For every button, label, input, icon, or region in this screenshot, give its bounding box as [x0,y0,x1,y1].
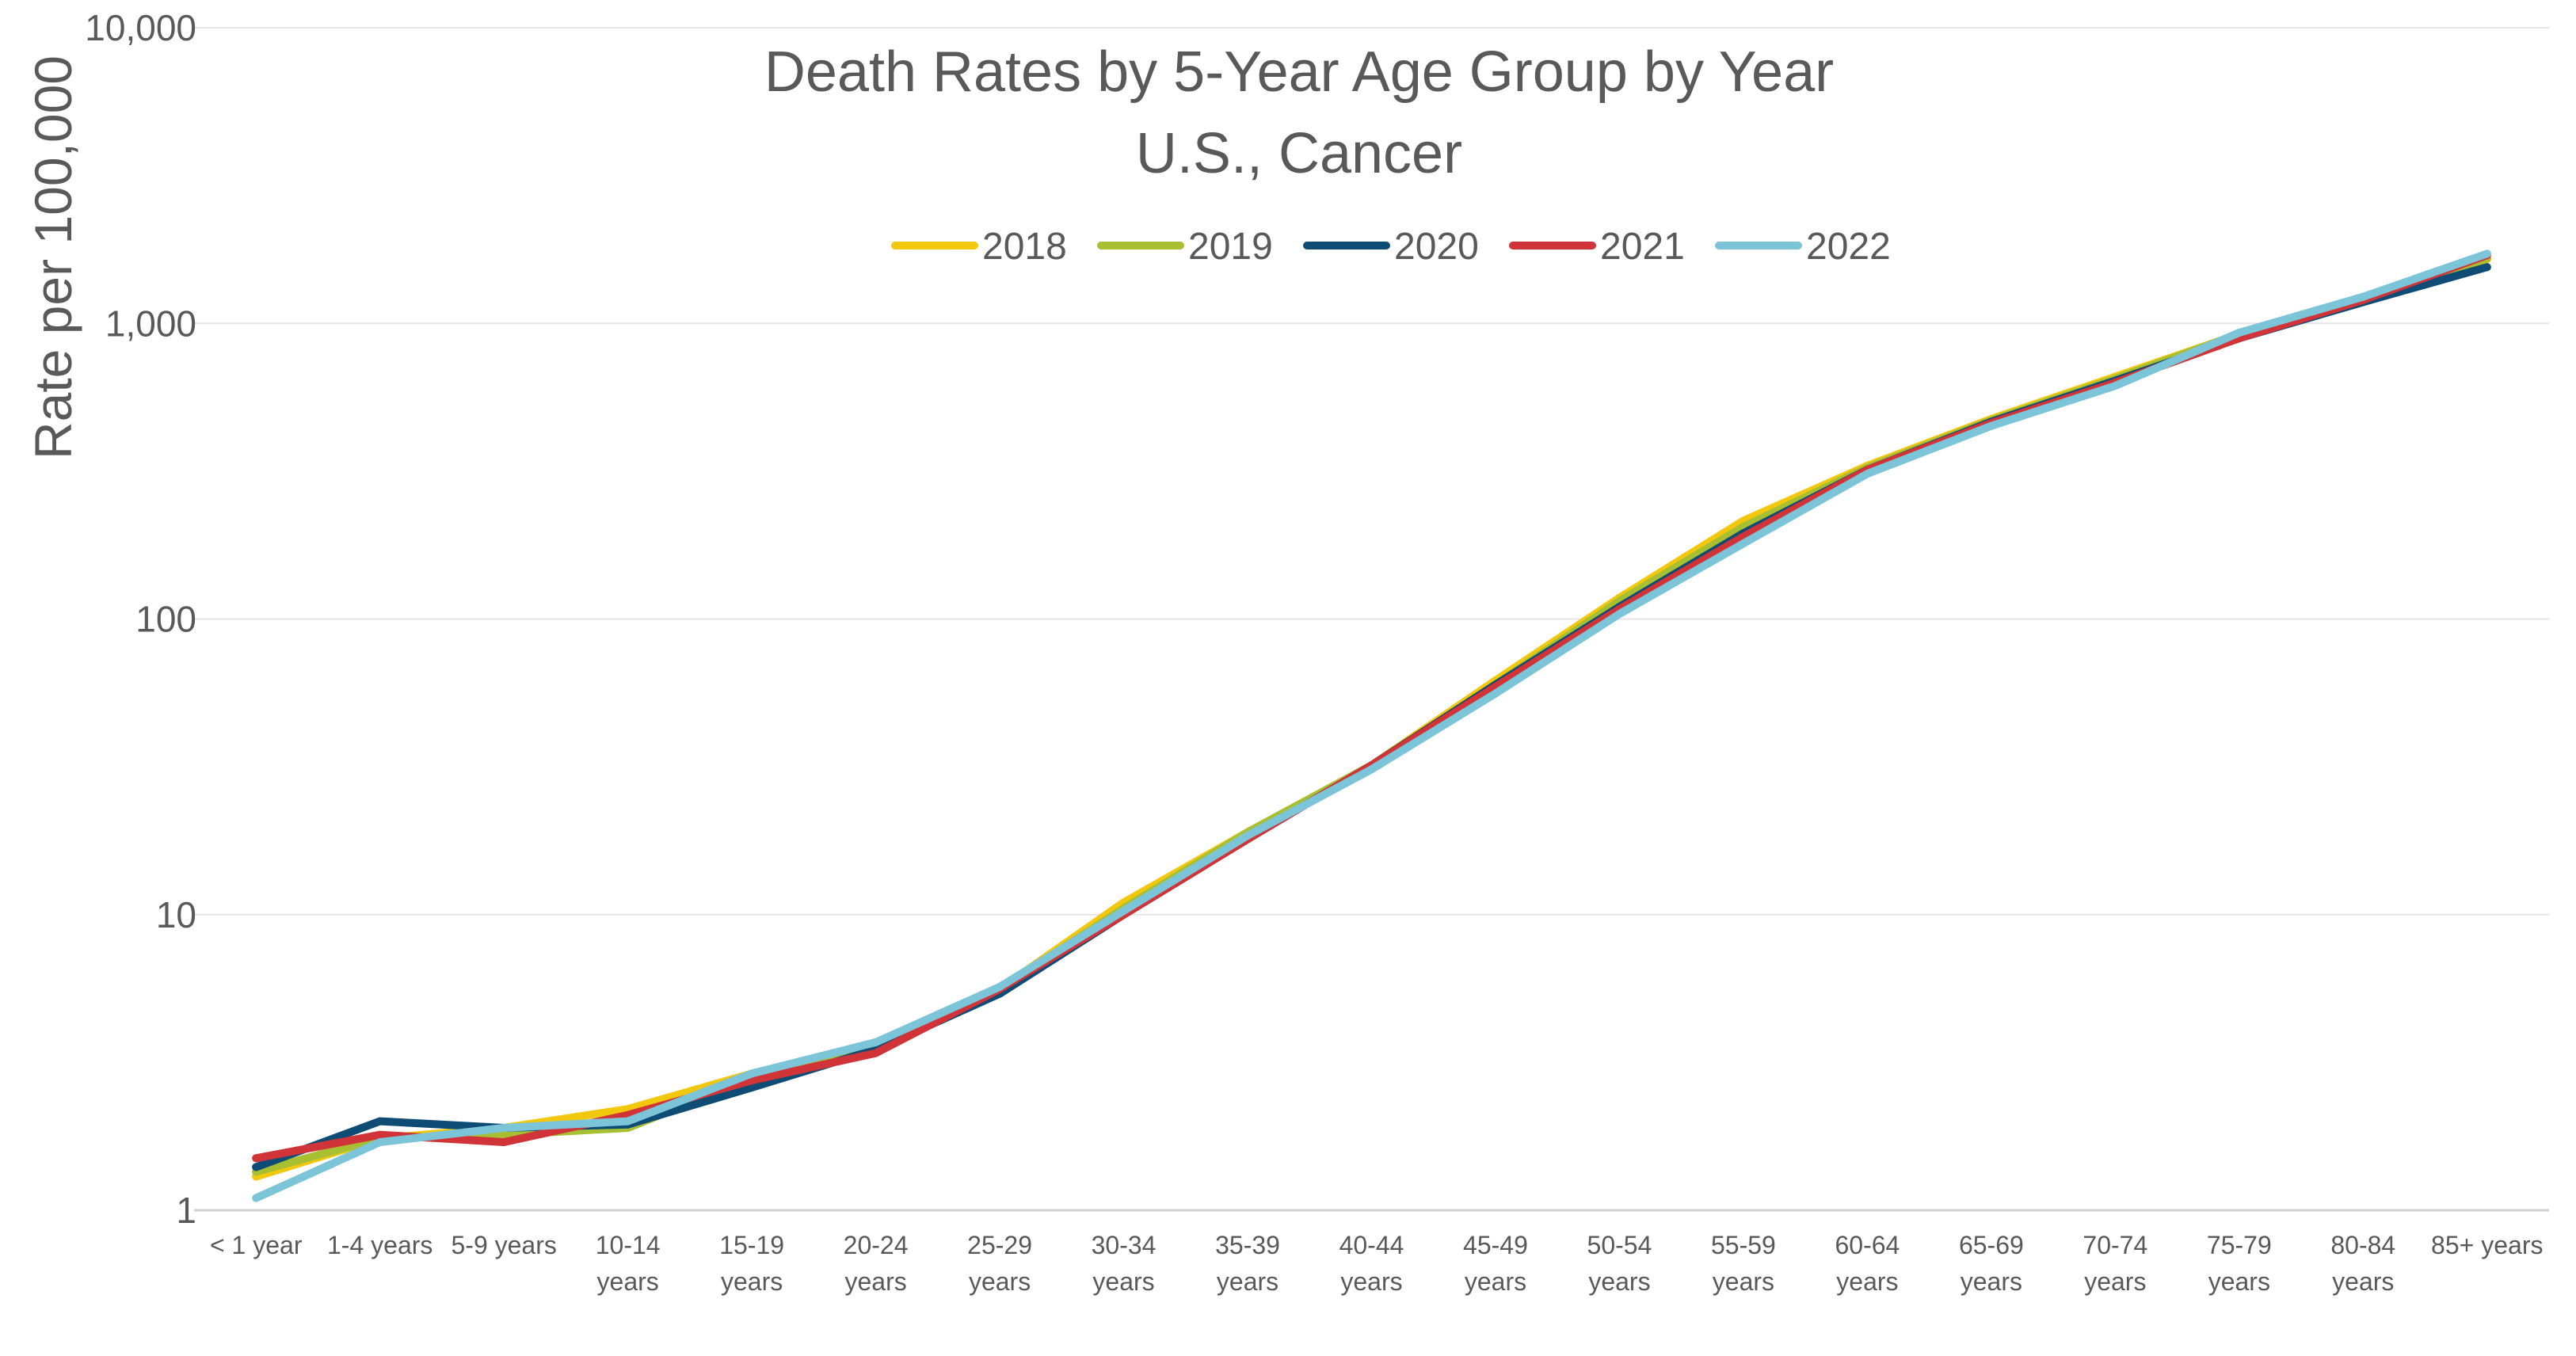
y-tick-label: 10 [156,894,196,935]
data-point-2022 [1739,539,1747,548]
x-tick-label: 10-14 years [596,1231,661,1296]
data-point-2022 [1244,832,1252,840]
x-tick-label: 85+ years [2431,1231,2543,1259]
data-point-2022 [748,1069,756,1078]
y-tick-label: 1,000 [105,303,196,344]
x-tick-label: 1-4 years [327,1231,433,1259]
data-point-2022 [1987,421,1995,430]
data-point-2019 [500,1130,509,1139]
data-point-2022 [2235,329,2243,337]
data-point-2022 [2483,249,2491,258]
data-point-2021 [871,1049,880,1057]
x-tick-label: 35-39 years [1215,1231,1280,1296]
x-tick-label: 65-69 years [1959,1231,2024,1296]
x-tick-label: 60-64 years [1835,1231,1900,1296]
y-axis-label: Rate per 100,000 [24,55,82,459]
x-tick-label: 70-74 years [2083,1231,2147,1296]
gridlines [194,27,2549,1212]
data-point-2022 [1491,689,1499,698]
legend-label: 2021 [1600,226,1685,268]
x-tick-label: 75-79 years [2207,1231,2272,1296]
data-point-2022 [500,1123,509,1132]
data-point-2021 [500,1137,509,1146]
data-point-2020 [375,1117,384,1126]
data-point-2022 [623,1117,632,1126]
y-axis-ticks: 1 10 100 1,000 10,000 [85,7,196,1231]
x-tick-label: 25-29 years [967,1231,1032,1296]
x-tick-label: < 1 year [210,1231,303,1259]
x-tick-label: 15-19 years [719,1231,784,1296]
series-line-2020 [252,263,2491,1171]
series-line-2021 [252,251,2491,1163]
series-line-2022 [252,249,2491,1202]
data-point-2020 [2483,263,2491,272]
data-point-2022 [1119,906,1128,915]
data-point-2022 [2111,382,2120,390]
data-point-2022 [375,1137,384,1146]
legend-item-2020: 2020 [1303,226,1479,268]
legend-item-2019: 2019 [1097,226,1273,268]
data-point-2022 [252,1194,261,1202]
data-point-2022 [871,1038,880,1046]
legend-item-2022: 2022 [1715,226,1891,268]
legend-label: 2022 [1806,226,1891,268]
x-tick-label: 50-54 years [1587,1231,1652,1296]
y-tick-label: 1 [176,1190,196,1231]
series-line-2019 [252,254,2491,1176]
legend-item-2018: 2018 [891,226,1067,268]
x-tick-label: 30-34 years [1092,1231,1157,1296]
chart-subtitle: U.S., Cancer [1136,122,1462,185]
y-tick-label: 10,000 [85,7,196,48]
x-tick-label: 55-59 years [1711,1231,1776,1296]
data-point-2022 [1863,470,1872,478]
data-point-2021 [252,1154,261,1163]
y-tick-label: 100 [135,599,196,640]
x-tick-label: 80-84 years [2330,1231,2395,1296]
chart-title: Death Rates by 5-Year Age Group by Year [764,40,1834,104]
data-point-2022 [2359,292,2368,301]
data-point-2020 [748,1084,756,1092]
legend: 2018 2019 2020 2021 2022 [891,226,1891,268]
x-tick-label: 45-49 years [1463,1231,1528,1296]
data-point-2022 [996,982,1004,991]
data-point-2022 [1615,610,1624,619]
x-axis-ticks: < 1 year 1-4 years 5-9 years 10-14 years 15-1… [210,1231,2543,1296]
data-point-2020 [252,1163,261,1171]
x-tick-label: 20-24 years [844,1231,909,1296]
x-tick-label: 40-44 years [1339,1231,1404,1296]
legend-item-2021: 2021 [1509,226,1685,268]
legend-label: 2019 [1188,226,1273,268]
x-tick-label: 5-9 years [451,1231,556,1259]
data-point-2022 [1367,765,1376,774]
legend-label: 2018 [982,226,1067,268]
series-lines [252,249,2491,1202]
series-line-2018 [252,255,2491,1181]
data-point-2021 [375,1130,384,1139]
legend-label: 2020 [1394,226,1479,268]
